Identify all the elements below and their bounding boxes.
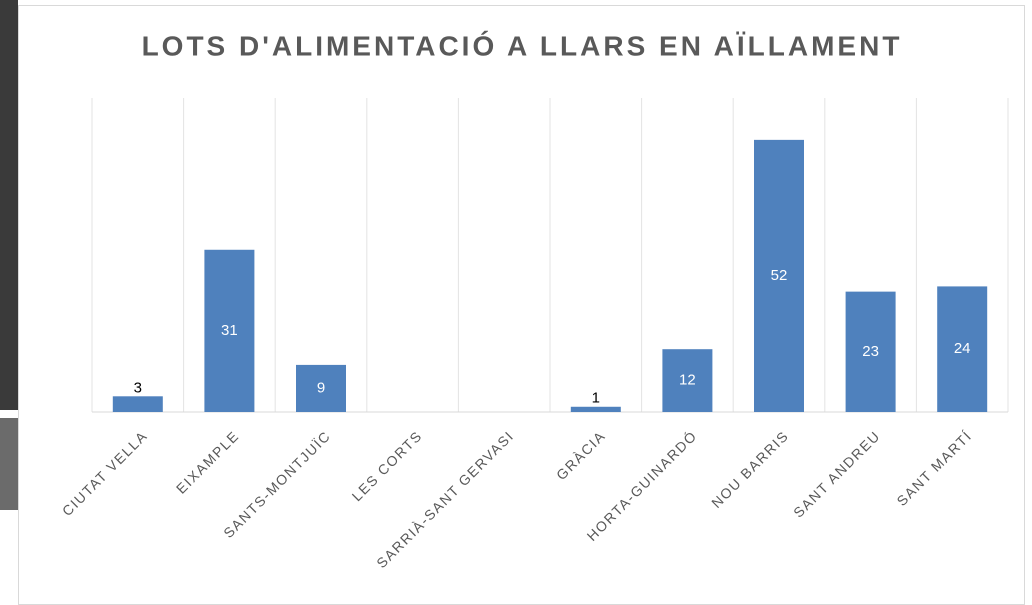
chart-title: LOTS D'ALIMENTACIÓ A LLARS EN AÏLLAMENT <box>142 30 903 61</box>
data-label: 3 <box>134 379 142 396</box>
photo-fragment <box>0 0 18 410</box>
page: LOTS D'ALIMENTACIÓ A LLARS EN AÏLLAMENT … <box>0 0 1032 605</box>
data-label: 31 <box>221 322 238 339</box>
bar <box>113 396 163 412</box>
data-label: 24 <box>954 340 971 357</box>
photo-fragment <box>0 418 18 510</box>
data-label: 52 <box>771 267 788 284</box>
data-label: 9 <box>317 379 325 396</box>
chart: LOTS D'ALIMENTACIÓ A LLARS EN AÏLLAMENT … <box>0 0 1032 605</box>
data-label: 1 <box>592 390 600 407</box>
data-label: 23 <box>862 343 879 360</box>
data-label: 12 <box>679 372 696 389</box>
bar <box>571 407 621 412</box>
